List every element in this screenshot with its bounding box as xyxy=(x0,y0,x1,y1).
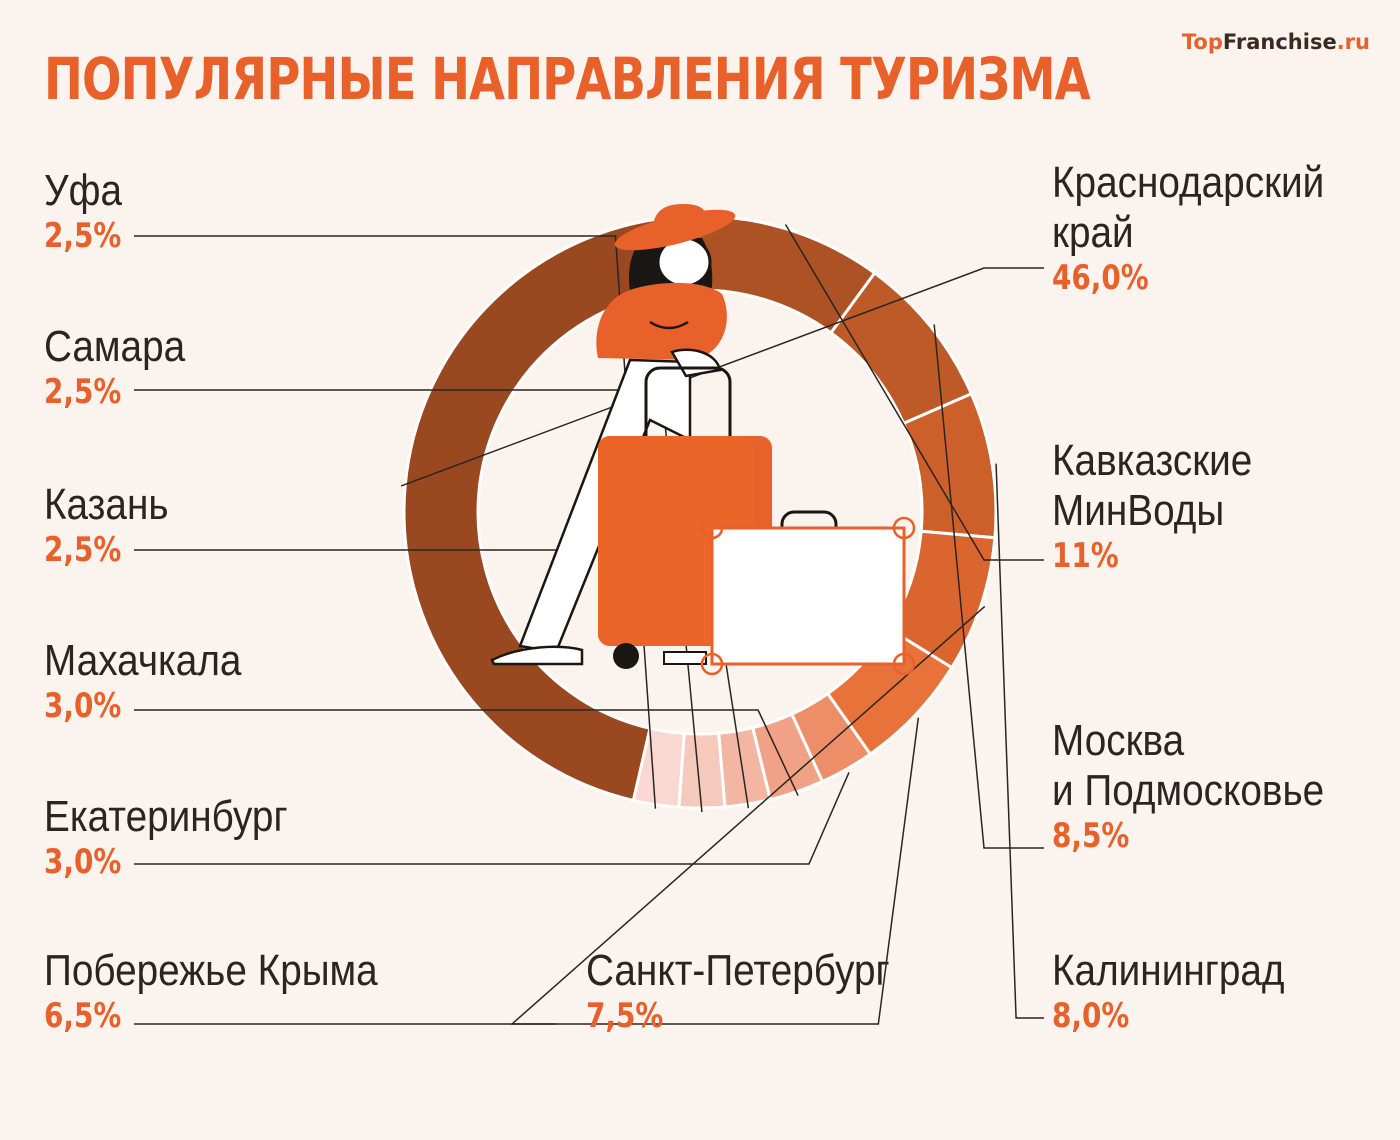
value-label: 8,5% xyxy=(1052,816,1130,856)
value-label: 3,0% xyxy=(44,686,122,726)
leader-line-2 xyxy=(933,324,1044,849)
category-name: Екатеринбург xyxy=(44,792,288,841)
category-name: Кавказские xyxy=(1052,436,1253,485)
label-самара: Самара 2,5% xyxy=(44,322,204,412)
value-label: 2,5% xyxy=(44,216,122,256)
value-label: 11% xyxy=(1052,536,1119,576)
leader-line-6 xyxy=(134,772,850,865)
brand-logo: TopFranchise.ru xyxy=(1181,30,1370,54)
value-label: 46,0% xyxy=(1052,258,1149,298)
label-екатеринбург: Екатеринбург 3,0% xyxy=(44,792,321,882)
leader-line-1 xyxy=(784,224,1044,561)
label-махачкала: Махачкала 3,0% xyxy=(44,636,268,726)
category-name: край xyxy=(1052,208,1134,257)
leader-line-7 xyxy=(134,709,799,796)
value-label: 8,0% xyxy=(1052,996,1130,1036)
donut-slices xyxy=(402,214,998,810)
page-title: ПОПУЛЯРНЫЕ НАПРАВЛЕНИЯ ТУРИЗМА xyxy=(44,45,1091,113)
category-name: Уфа xyxy=(44,166,122,215)
traveler-illustration xyxy=(490,204,916,676)
leader-line-5 xyxy=(134,717,920,1025)
category-name: Краснодарский xyxy=(1052,158,1325,207)
category-name: и Подмосковье xyxy=(1052,766,1325,815)
value-label: 6,5% xyxy=(44,996,122,1036)
leader-line-0 xyxy=(400,267,1044,487)
value-label: 2,5% xyxy=(44,372,122,412)
category-name: Санкт-Петербург xyxy=(586,946,890,995)
label-калининград: Калининград 8,0% xyxy=(1052,946,1316,1036)
label-уфа: Уфа 2,5% xyxy=(44,166,138,256)
leader-line-3 xyxy=(995,463,1044,1019)
value-label: 2,5% xyxy=(44,530,122,570)
label-краснодарский-край: Краснодарский край 46,0% xyxy=(1052,158,1361,298)
category-name: Самара xyxy=(44,322,186,371)
category-name: Москва xyxy=(1052,716,1185,765)
value-label: 3,0% xyxy=(44,842,122,882)
label-побережье-крыма: Побережье Крыма 6,5% xyxy=(44,946,423,1036)
label-санкт-петербург: Санкт-Петербург 7,5% xyxy=(586,946,931,1036)
category-name: Махачкала xyxy=(44,636,242,685)
category-name: Калининград xyxy=(1052,946,1285,995)
slice-9 xyxy=(677,731,727,810)
category-name: Побережье Крыма xyxy=(44,946,378,995)
label-москва-и-подмосковье: Москва и Подмосковье 8,5% xyxy=(1052,716,1361,856)
label-казань: Казань 2,5% xyxy=(44,480,185,570)
label-кавказские-минводы: Кавказские МинВоды 11% xyxy=(1052,436,1280,576)
category-name: Казань xyxy=(44,480,169,529)
value-label: 7,5% xyxy=(586,996,664,1036)
category-name: МинВоды xyxy=(1052,486,1225,535)
